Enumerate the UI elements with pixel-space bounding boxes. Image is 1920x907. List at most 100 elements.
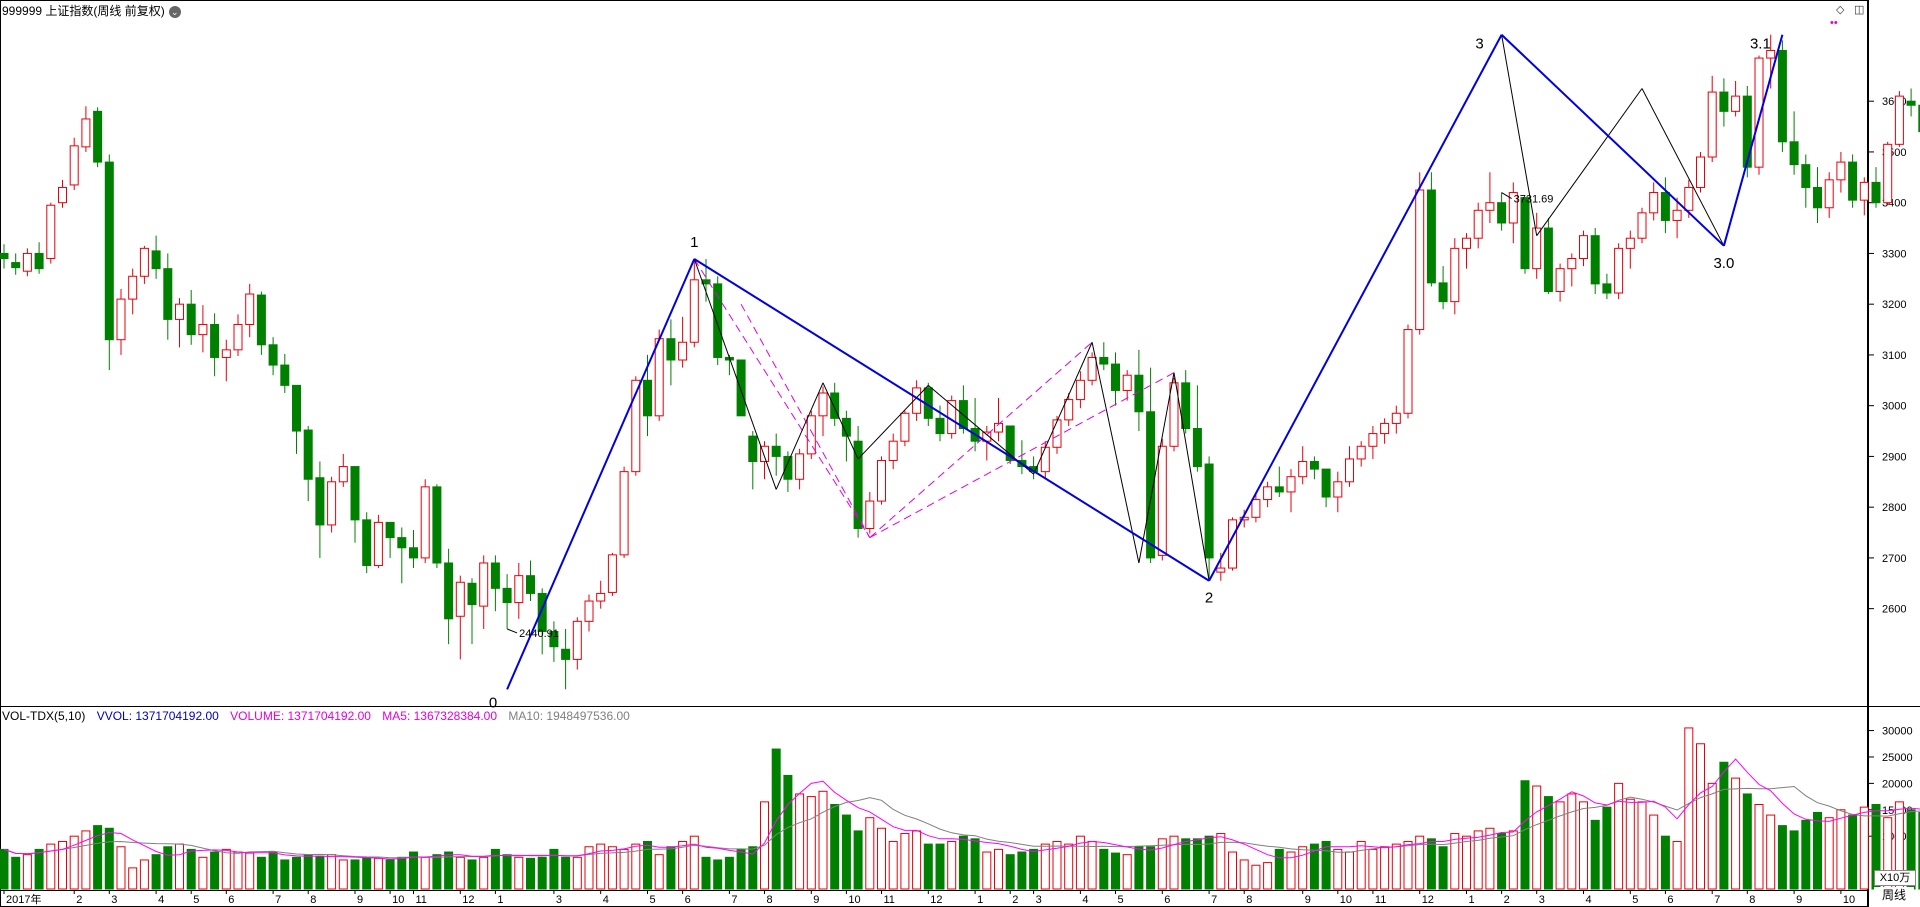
candle-body — [397, 537, 407, 549]
volume-bar — [724, 856, 734, 890]
candle-body — [1274, 486, 1284, 493]
volume-bar — [572, 856, 582, 890]
period-label[interactable]: 周线 — [1874, 887, 1914, 903]
x-axis-label: 1 — [1469, 894, 1475, 906]
candle-body — [1906, 100, 1916, 106]
candle-body — [315, 477, 325, 526]
candle-body — [1204, 463, 1214, 559]
candle-body — [678, 341, 688, 361]
volume-bar — [912, 830, 922, 890]
volume-bar — [1438, 846, 1448, 890]
candle — [1157, 438, 1167, 561]
candle — [151, 235, 161, 279]
dashed-trend-line — [869, 372, 1175, 539]
candle-body — [1426, 189, 1436, 284]
volume-bar — [58, 840, 67, 890]
volume-bar — [1614, 782, 1624, 890]
candle-body — [502, 587, 512, 604]
candle — [1075, 371, 1085, 409]
volume-bar — [982, 851, 992, 890]
volume-bar — [420, 856, 430, 890]
candle — [11, 253, 21, 275]
candle-body — [1263, 486, 1273, 501]
max-marker-label: 3731.69 — [1514, 194, 1554, 206]
candle-body — [128, 275, 138, 300]
volume-bar — [0, 848, 9, 890]
volume-bar — [1520, 780, 1530, 890]
candle — [713, 276, 723, 366]
max-marker-line — [1501, 192, 1512, 199]
volume-bar — [1508, 830, 1518, 890]
candle — [350, 466, 360, 543]
candle — [1462, 233, 1471, 269]
volume-bar — [1251, 864, 1261, 890]
candle-body — [1333, 481, 1343, 498]
candle — [1836, 151, 1846, 193]
candle — [689, 258, 699, 348]
x-axis-label: 9 — [1305, 894, 1311, 906]
volume-bar — [643, 840, 652, 890]
candle-body — [1075, 379, 1085, 401]
x-axis-label: 1 — [977, 894, 983, 906]
x-axis-label: 8 — [310, 894, 316, 906]
volume-bar — [467, 859, 477, 890]
volume-bar — [1146, 846, 1156, 890]
candle — [1520, 197, 1530, 274]
candle — [1906, 88, 1916, 117]
candle — [806, 410, 816, 459]
wave-line — [693, 258, 1210, 582]
volume-bar — [350, 859, 360, 890]
candle-body — [139, 247, 149, 277]
candle — [1415, 172, 1425, 335]
volume-bar — [806, 796, 816, 890]
window-toggle-icon[interactable]: ◫ — [1854, 4, 1865, 16]
x-axis-label: 6 — [228, 894, 234, 906]
candle-body — [1438, 282, 1448, 303]
candle — [490, 555, 500, 612]
candle — [1579, 230, 1588, 267]
volume-unit-label: X10万 — [1874, 870, 1916, 886]
volume-bar — [1555, 801, 1565, 890]
candle-body — [1146, 411, 1156, 559]
volume-bar — [830, 804, 840, 890]
candle-body — [1696, 156, 1705, 188]
candle-body — [1894, 95, 1904, 145]
diamond-icon[interactable]: ◇ — [1836, 4, 1845, 16]
candle-body — [1555, 268, 1565, 292]
candle — [1450, 238, 1460, 315]
candle — [1403, 324, 1413, 419]
volume-bar — [233, 851, 243, 890]
volume-y-tick-label: 20000 — [1882, 778, 1913, 790]
volume-bar — [34, 848, 44, 890]
price-y-tick-label: 3300 — [1882, 248, 1906, 260]
volume-bar — [1426, 838, 1436, 890]
candle — [256, 291, 266, 355]
volume-bar — [748, 846, 758, 890]
wave-line — [1208, 34, 1503, 582]
volume-bar — [549, 848, 559, 890]
candle-body — [736, 359, 746, 417]
candle-body — [713, 283, 723, 358]
candle — [1426, 172, 1436, 287]
candle — [1169, 377, 1179, 452]
candle-body — [631, 379, 641, 473]
wave-label: 3.1 — [1750, 36, 1771, 53]
chevron-down-icon[interactable]: ⌄ — [168, 5, 181, 18]
candle — [1602, 273, 1612, 300]
candle-body — [1707, 91, 1717, 158]
candle-body — [1321, 468, 1331, 498]
candle-body — [619, 471, 629, 556]
candle — [994, 398, 1003, 442]
x-axis-labels: 2017年 2 3 4 5 6 7 8 9 10 11 12 1 3 4 5 6 7 8 9 10 11 12 1 2 3 4 5 6 7… — [3, 890, 1855, 906]
candle — [1883, 141, 1893, 206]
volume-bar — [1754, 804, 1764, 890]
candle-body — [1660, 192, 1670, 221]
candle-body — [1192, 428, 1202, 468]
x-axis-label: 5 — [193, 894, 199, 906]
dashed-trend-line — [740, 303, 871, 538]
candle — [1321, 468, 1331, 508]
candle-body — [1450, 247, 1460, 303]
candle-body — [175, 303, 184, 320]
ma5-line — [3, 758, 1920, 860]
candle — [1333, 471, 1343, 513]
